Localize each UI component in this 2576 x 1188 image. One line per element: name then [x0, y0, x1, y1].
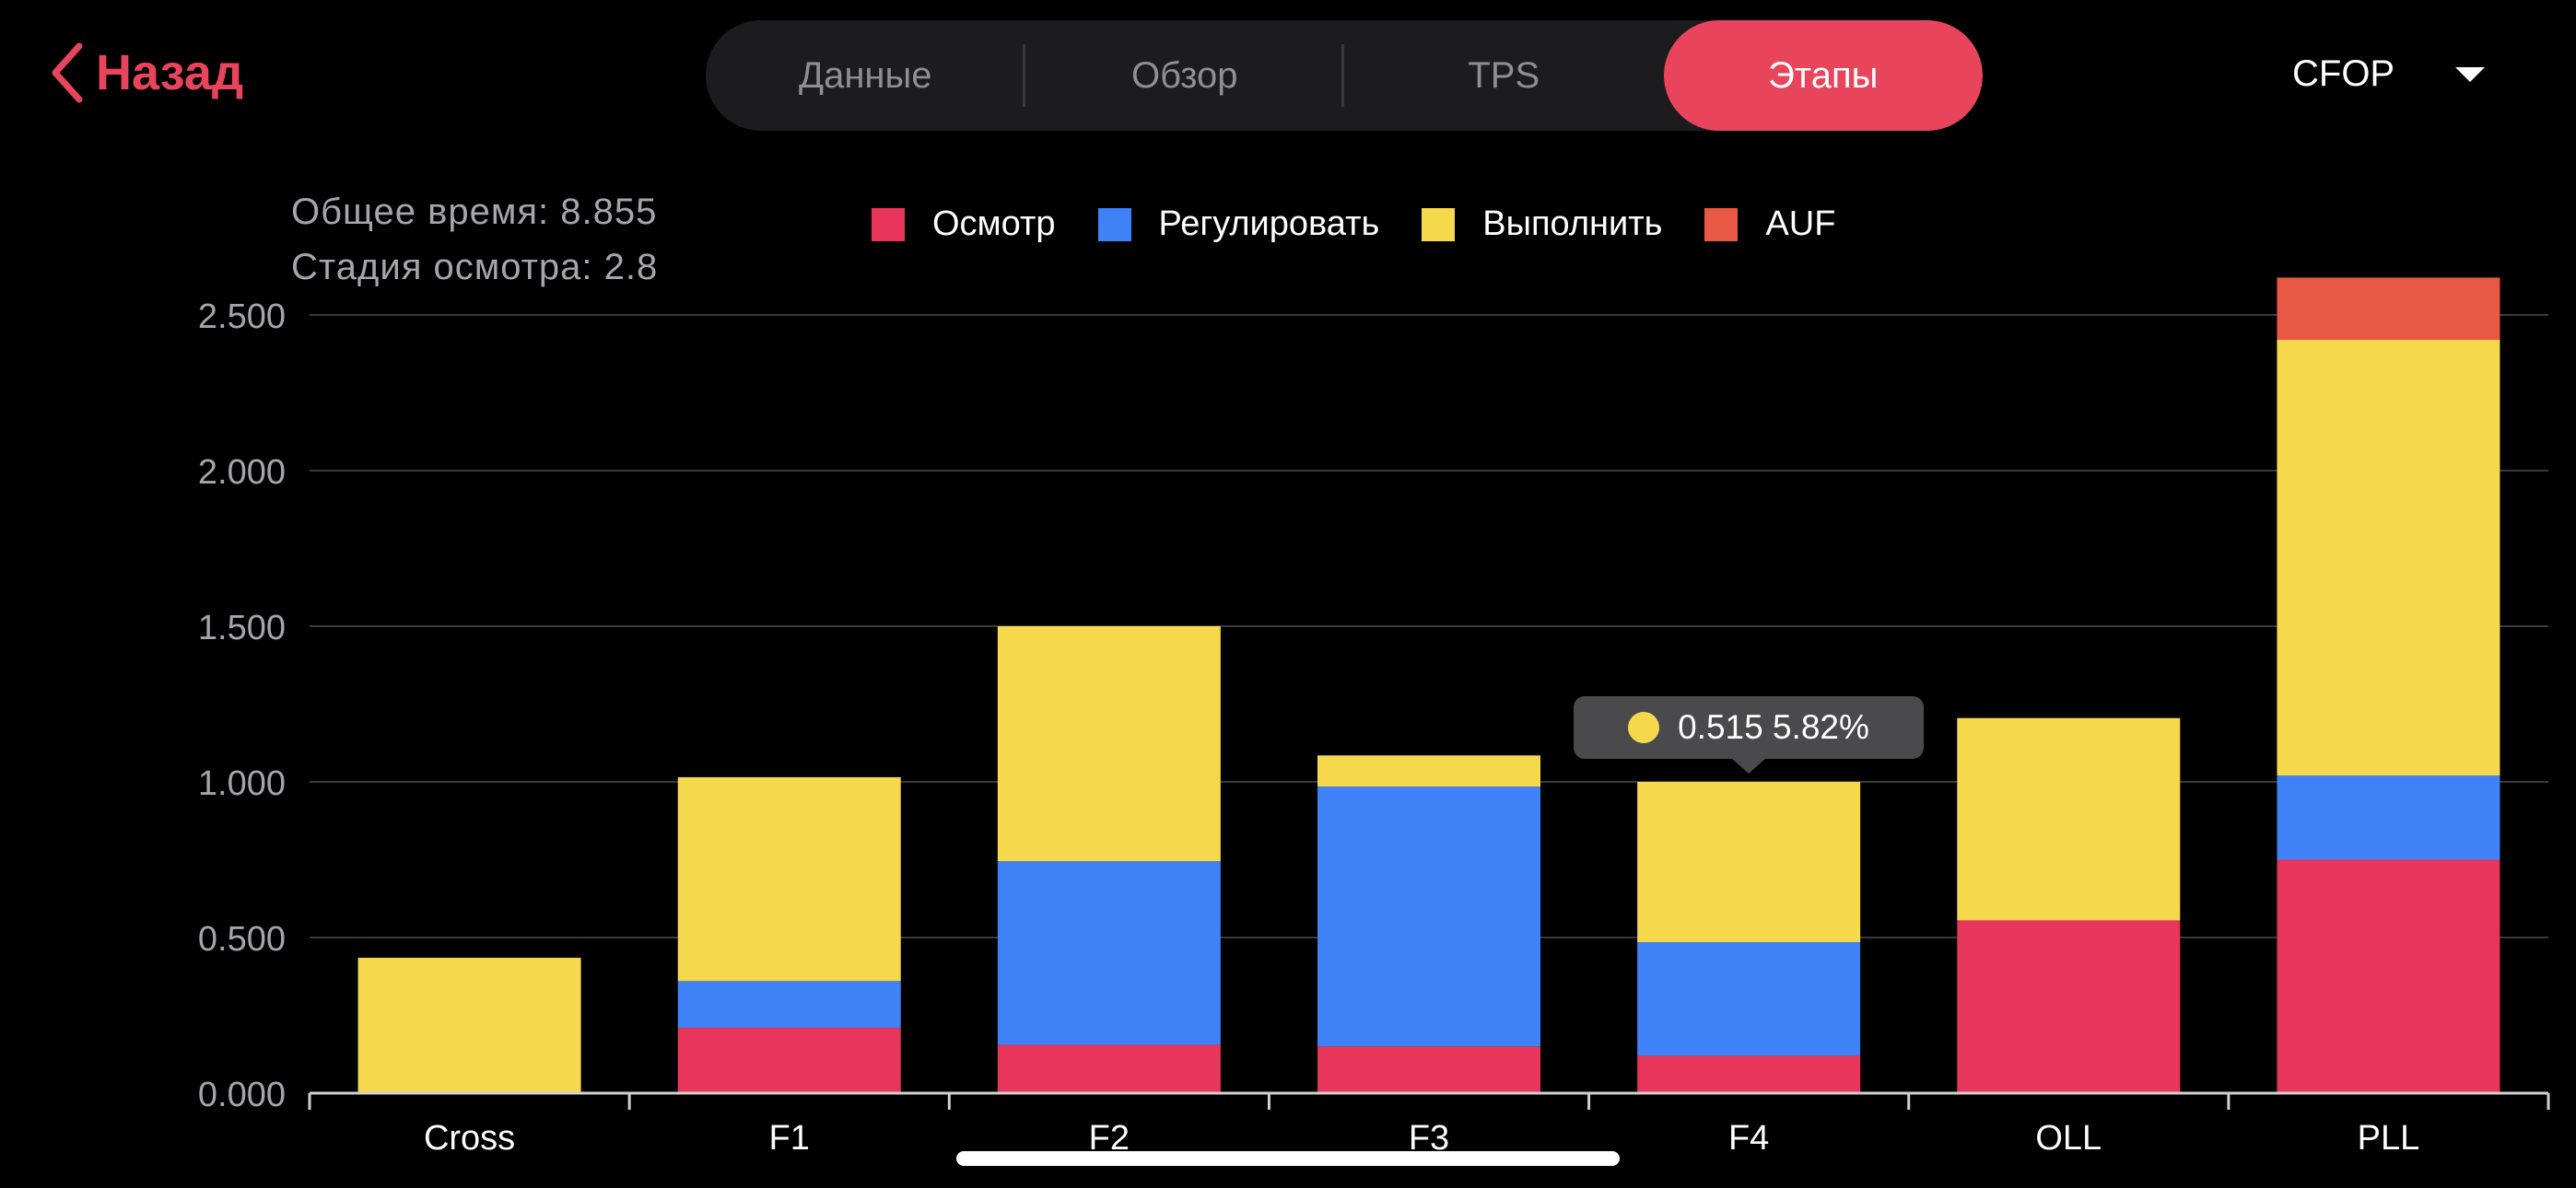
legend-item: Осмотр	[872, 204, 1056, 244]
chevron-left-icon	[52, 42, 83, 103]
y-tick-label: 1.000	[198, 764, 286, 803]
legend-item: AUF	[1704, 204, 1835, 244]
bar-segment	[1637, 1055, 1861, 1093]
x-tick-label: PLL	[2358, 1119, 2420, 1158]
tooltip-dot	[1628, 712, 1660, 743]
tab-overview[interactable]: Обзор	[1025, 20, 1345, 131]
legend-swatch	[1704, 207, 1739, 241]
x-tick-label: F4	[1728, 1119, 1769, 1158]
bar-segment	[2277, 277, 2500, 341]
inspection-stage-label: Стадия осмотра: 2.8	[291, 247, 659, 287]
tab-tps[interactable]: TPS	[1468, 54, 1540, 96]
y-tick-label: 2.000	[198, 453, 286, 492]
bar-segment	[677, 776, 901, 982]
x-tick-label: Cross	[424, 1119, 515, 1158]
tooltip-text: 0.515 5.82%	[1678, 708, 1869, 746]
y-tick-label: 2.500	[198, 297, 286, 336]
bar-segment	[2277, 775, 2500, 860]
bar-segment	[997, 861, 1221, 1045]
bar-segment	[2277, 859, 2500, 1093]
y-tick-label: 1.500	[198, 609, 286, 647]
back-label: Назад	[96, 45, 244, 100]
segmented-control: Данные Обзор TPS Этапы	[706, 20, 1983, 131]
x-tick-label: OLL	[2035, 1119, 2102, 1158]
legend-label: Выполнить	[1482, 204, 1663, 243]
legend-swatch	[872, 207, 905, 241]
tab-data[interactable]: Данные	[706, 20, 1025, 131]
y-tick-label: 0.000	[198, 1076, 286, 1114]
home-indicator	[956, 1151, 1620, 1166]
bar-tooltip: 0.515 5.82%	[1574, 696, 1924, 774]
legend-label: AUF	[1765, 204, 1836, 243]
tab-stages[interactable]: Этапы	[1663, 20, 1983, 131]
bar-segment	[1317, 786, 1540, 1047]
bar-segment	[677, 981, 901, 1029]
back-button[interactable]: Назад	[48, 41, 243, 105]
method-label: CFOP	[2292, 53, 2395, 94]
bar-segment	[1317, 1046, 1540, 1093]
legend-swatch	[1097, 207, 1131, 241]
chart-legend: Осмотр Регулировать Выполнить AUF	[872, 204, 1878, 244]
method-dropdown[interactable]: CFOP	[2292, 53, 2486, 95]
legend-item: Выполнить	[1422, 204, 1662, 244]
bar-segment	[677, 1028, 901, 1093]
chevron-down-icon	[2455, 66, 2486, 82]
legend-label: Регулировать	[1158, 204, 1380, 243]
bar-segment	[1957, 717, 2181, 921]
x-tick-label: F1	[769, 1119, 810, 1158]
bar-segment	[1637, 942, 1861, 1056]
legend-item: Регулировать	[1097, 204, 1380, 244]
y-tick-label: 0.500	[198, 920, 286, 959]
legend-swatch	[1422, 207, 1456, 241]
bar-segment	[1317, 755, 1540, 787]
bar-segment	[2277, 340, 2500, 776]
bar-segment	[1957, 920, 2181, 1093]
legend-label: Осмотр	[932, 204, 1056, 243]
total-time-label: Общее время: 8.855	[291, 192, 658, 232]
bar-segment	[1637, 782, 1861, 943]
bar-segment	[997, 626, 1221, 862]
bar-segment	[997, 1044, 1221, 1093]
bar-segment	[357, 957, 581, 1093]
